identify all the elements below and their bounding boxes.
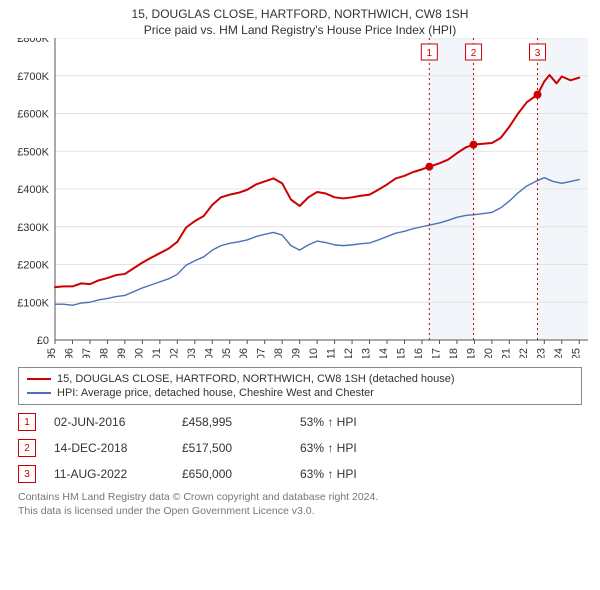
footnote-line1: Contains HM Land Registry data © Crown c… [18,491,582,505]
sale-date: 02-JUN-2016 [54,415,164,429]
chart-titles: 15, DOUGLAS CLOSE, HARTFORD, NORTHWICH, … [0,0,600,38]
svg-text:£200K: £200K [17,260,49,272]
svg-text:2008: 2008 [273,348,285,358]
svg-text:2020: 2020 [483,348,495,358]
svg-text:2022: 2022 [518,348,530,358]
sale-row: 3 11-AUG-2022 £650,000 63% ↑ HPI [18,461,582,487]
title-line2: Price paid vs. HM Land Registry's House … [0,22,600,38]
svg-text:2024: 2024 [553,348,565,358]
svg-text:£500K: £500K [17,147,49,159]
sale-row: 2 14-DEC-2018 £517,500 63% ↑ HPI [18,435,582,461]
svg-text:2014: 2014 [378,348,390,358]
svg-text:2018: 2018 [448,348,460,358]
sale-date: 11-AUG-2022 [54,467,164,481]
svg-text:2019: 2019 [465,348,477,358]
sale-pct: 53% ↑ HPI [300,415,410,429]
svg-text:1998: 1998 [98,348,110,358]
svg-text:2003: 2003 [186,348,198,358]
legend-item: 15, DOUGLAS CLOSE, HARTFORD, NORTHWICH, … [27,372,573,386]
svg-text:2013: 2013 [361,348,373,358]
svg-text:2021: 2021 [500,348,512,358]
svg-text:2016: 2016 [413,348,425,358]
sale-price: £517,500 [182,441,282,455]
svg-text:2011: 2011 [326,348,338,358]
sale-marker-icon: 3 [18,465,36,483]
sale-price: £650,000 [182,467,282,481]
svg-text:2005: 2005 [221,348,233,358]
svg-text:£700K: £700K [17,71,49,83]
svg-text:2001: 2001 [151,348,163,358]
svg-text:2015: 2015 [396,348,408,358]
svg-text:1996: 1996 [63,348,75,358]
svg-text:£0: £0 [37,335,49,347]
svg-text:£100K: £100K [17,298,49,310]
svg-text:2010: 2010 [308,348,320,358]
svg-text:2009: 2009 [291,348,303,358]
legend-item: HPI: Average price, detached house, Ches… [27,386,573,400]
legend-label: 15, DOUGLAS CLOSE, HARTFORD, NORTHWICH, … [57,373,455,385]
svg-text:2006: 2006 [238,348,250,358]
svg-text:2023: 2023 [535,348,547,358]
price-chart: £0 £100K £200K £300K £400K £500K £600K £700K £80… [0,38,600,358]
sale-date: 14-DEC-2018 [54,441,164,455]
svg-text:£400K: £400K [17,184,49,196]
svg-text:2002: 2002 [168,348,180,358]
legend-swatch [27,392,51,394]
svg-text:£300K: £300K [17,222,49,234]
sale-pct: 63% ↑ HPI [300,441,410,455]
svg-text:£600K: £600K [17,109,49,121]
svg-text:2000: 2000 [133,348,145,358]
svg-text:1995: 1995 [46,348,58,358]
footnote-line2: This data is licensed under the Open Gov… [18,505,582,519]
sale-marker-icon: 2 [18,439,36,457]
sale-price: £458,995 [182,415,282,429]
svg-text:1997: 1997 [81,348,93,358]
sale-pct: 63% ↑ HPI [300,467,410,481]
title-line1: 15, DOUGLAS CLOSE, HARTFORD, NORTHWICH, … [0,6,600,22]
svg-text:2012: 2012 [343,348,355,358]
legend: 15, DOUGLAS CLOSE, HARTFORD, NORTHWICH, … [18,367,582,405]
sales-list: 1 02-JUN-2016 £458,995 53% ↑ HPI 2 14-DE… [18,409,582,487]
svg-text:2025: 2025 [570,348,582,358]
svg-text:2007: 2007 [256,348,268,358]
svg-text:1: 1 [427,48,433,59]
sale-row: 1 02-JUN-2016 £458,995 53% ↑ HPI [18,409,582,435]
svg-text:2017: 2017 [430,348,442,358]
svg-text:1999: 1999 [116,348,128,358]
sale-marker-icon: 1 [18,413,36,431]
svg-text:£800K: £800K [17,38,49,45]
footnote: Contains HM Land Registry data © Crown c… [18,491,582,518]
legend-label: HPI: Average price, detached house, Ches… [57,387,374,399]
svg-text:2004: 2004 [203,348,215,358]
legend-swatch [27,378,51,380]
svg-text:3: 3 [535,48,541,59]
svg-text:2: 2 [471,48,477,59]
